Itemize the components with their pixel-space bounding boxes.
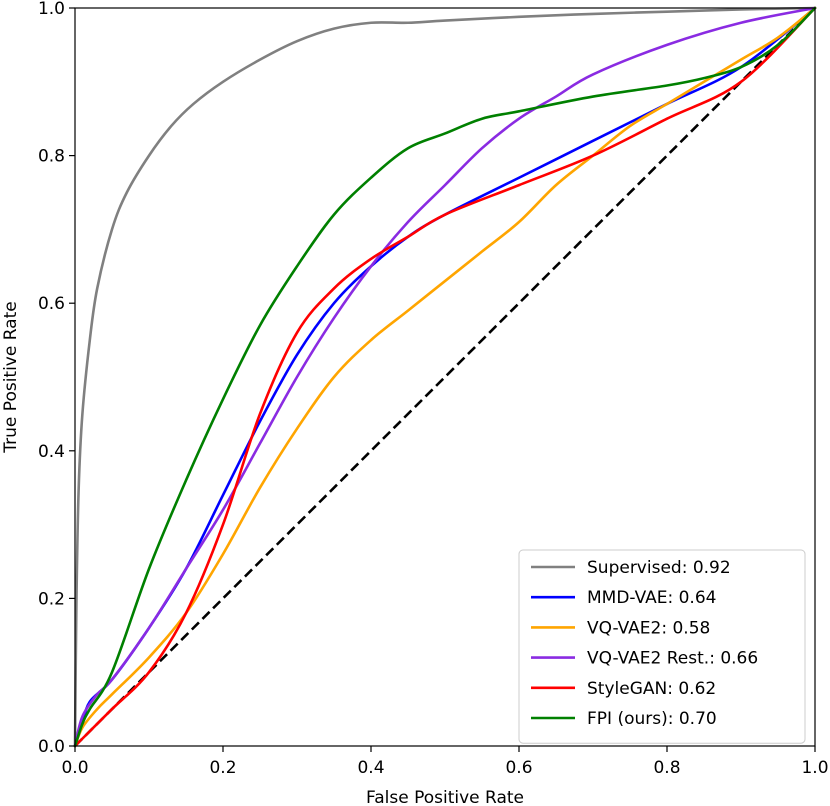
series-line-vq-vae2-rest-0-66 xyxy=(73,6,817,748)
series-line-stylegan-0-62 xyxy=(73,6,817,748)
legend-entry-label: VQ-VAE2 Rest.: 0.66 xyxy=(587,649,758,669)
plot-area xyxy=(73,6,817,748)
x-tick-label: 0.2 xyxy=(209,758,236,778)
chance-diagonal-line xyxy=(74,7,816,747)
plot-frame xyxy=(74,7,816,747)
x-tick-label: 0.4 xyxy=(357,758,384,778)
series-line-fpi-ours-0-70 xyxy=(73,6,817,748)
legend-entry-label: FPI (ours): 0.70 xyxy=(587,709,717,729)
x-tick-label: 1.0 xyxy=(801,758,828,778)
legend-entry-label: VQ-VAE2: 0.58 xyxy=(587,618,710,638)
legend-entry-label: Supervised: 0.92 xyxy=(587,558,731,578)
y-tick-label: 0.4 xyxy=(38,442,65,462)
legend: Supervised: 0.92 MMD-VAE: 0.64 VQ-VAE2: 0.… xyxy=(518,549,806,744)
x-tick-label: 0.0 xyxy=(61,758,88,778)
x-axis-label: False Positive Rate xyxy=(366,788,524,806)
x-tick-label: 0.6 xyxy=(505,758,532,778)
y-axis-label: True Positive Rate xyxy=(1,301,21,453)
series-line-supervised-0-92 xyxy=(73,6,817,748)
legend-box xyxy=(518,549,806,744)
legend-entry-label: StyleGAN: 0.62 xyxy=(587,679,716,699)
axes: 0.0 0.2 0.4 0.6 0.8 1.0 0.0 0.2 0.4 0.6 0.8 1.0 xyxy=(38,0,829,778)
y-tick-label: 0.0 xyxy=(38,737,65,757)
series-line-vq-vae2-0-58 xyxy=(73,6,817,748)
legend-entry-label: MMD-VAE: 0.64 xyxy=(587,588,716,608)
y-tick-label: 0.8 xyxy=(38,147,65,167)
x-tick-label: 0.8 xyxy=(653,758,680,778)
y-tick-label: 0.6 xyxy=(38,294,65,314)
y-tick-label: 0.2 xyxy=(38,589,65,609)
y-tick-label: 1.0 xyxy=(38,0,65,19)
